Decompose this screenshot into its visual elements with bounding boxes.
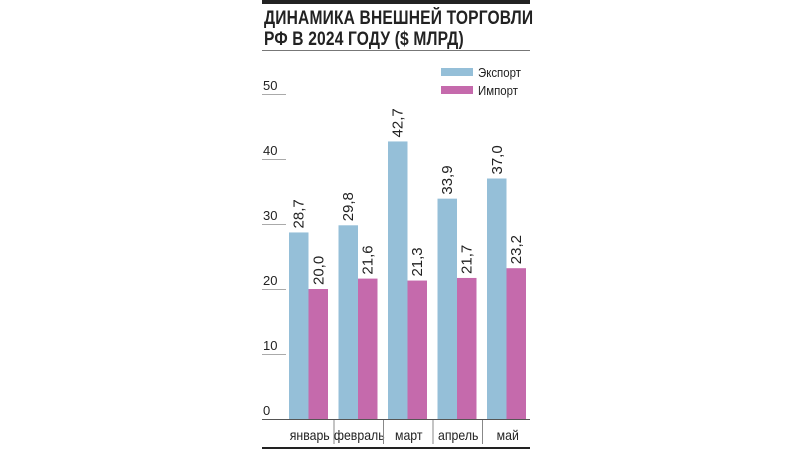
data-label: 37,0 — [489, 145, 506, 174]
y-tick-label: 30 — [263, 208, 277, 223]
bar-import — [407, 280, 427, 419]
legend-label: Импорт — [478, 83, 518, 98]
x-tick-label: март — [395, 427, 423, 443]
data-label: 21,3 — [409, 247, 426, 276]
bar-export — [338, 225, 358, 419]
bar-export — [487, 178, 507, 419]
chart-title-line2: РФ В 2024 ГОДУ ($ МЛРД) — [264, 29, 464, 50]
data-label: 20,0 — [310, 256, 327, 285]
chart-title-line1: ДИНАМИКА ВНЕШНЕЙ ТОРГОВЛИ — [264, 8, 534, 29]
data-label: 21,6 — [360, 245, 377, 274]
data-label: 21,7 — [459, 245, 476, 274]
bar-import — [457, 277, 477, 419]
x-tick-label: февраль — [334, 427, 385, 443]
bar-import — [506, 268, 526, 419]
top-rule — [262, 0, 530, 4]
bar-import — [358, 278, 378, 419]
data-label: 33,9 — [439, 165, 456, 194]
y-tick-label: 10 — [263, 338, 277, 353]
bar-export — [388, 141, 408, 419]
y-tick-label: 20 — [263, 273, 277, 288]
legend-swatch-import — [441, 86, 473, 94]
legend-swatch-export — [441, 68, 473, 76]
y-tick-label: 50 — [263, 78, 277, 93]
data-label: 29,8 — [340, 192, 357, 221]
data-label: 23,2 — [508, 235, 525, 264]
bar-export — [289, 232, 309, 419]
y-tick-label: 40 — [263, 143, 277, 158]
x-tick-label: апрель — [438, 427, 479, 443]
data-label: 28,7 — [291, 199, 308, 228]
x-tick-label: май — [497, 427, 519, 443]
x-tick-label: январь — [290, 427, 330, 443]
bar-export — [437, 198, 457, 419]
legend-label: Экспорт — [478, 65, 521, 80]
data-label: 42,7 — [390, 108, 407, 137]
y-tick-label: 0 — [263, 403, 270, 418]
bar-import — [308, 289, 328, 419]
